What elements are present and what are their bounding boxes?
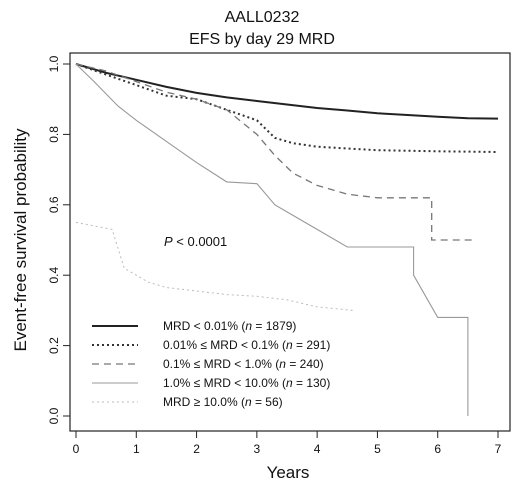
x-tick-label-2: 2 (193, 442, 200, 456)
plot-frame (69, 52, 511, 432)
x-tick-label-4: 4 (314, 442, 321, 456)
y-axis-ticks: 0.0 0.2 0.4 0.6 0.8 1.0 (47, 55, 70, 424)
x-axis-ticks: 0 1 2 3 4 5 6 7 (73, 431, 502, 456)
legend-label-1: 0.01% ≤ MRD < 0.1% (n = 291) (163, 338, 330, 352)
series-line-0 (75, 63, 499, 120)
series-line-2 (75, 63, 474, 241)
legend-label-0: MRD < 0.01% (n = 1879) (163, 319, 296, 333)
x-tick-label-1: 1 (133, 442, 140, 456)
x-axis-label: Years (267, 463, 310, 482)
series-line-1 (75, 63, 499, 153)
y-tick-label-3: 0.6 (47, 196, 61, 213)
chart-subtitle: EFS by day 29 MRD (189, 31, 335, 48)
x-tick-label-3: 3 (254, 442, 261, 456)
legend-label-4: MRD ≥ 10.0% (n = 56) (163, 395, 283, 409)
series-lines (75, 63, 499, 416)
x-tick-label-5: 5 (374, 442, 381, 456)
p-value-prefix: P (164, 234, 173, 249)
x-tick-label-6: 6 (434, 442, 441, 456)
chart-title: AALL0232 (225, 9, 300, 26)
x-tick-label-0: 0 (73, 442, 80, 456)
y-tick-label-5: 1.0 (47, 55, 61, 72)
y-tick-label-4: 0.8 (47, 126, 61, 143)
p-value-text: < 0.0001 (173, 234, 228, 249)
y-tick-label-0: 0.0 (47, 407, 61, 424)
series-line-4 (75, 221, 354, 311)
series-line-3 (75, 63, 469, 416)
p-value-annotation: P < 0.0001 (164, 234, 227, 249)
legend: MRD < 0.01% (n = 1879) 0.01% ≤ MRD < 0.1%… (92, 319, 330, 409)
legend-label-2: 0.1% ≤ MRD < 1.0% (n = 240) (163, 357, 324, 371)
x-tick-label-7: 7 (495, 442, 502, 456)
y-tick-label-1: 0.2 (47, 337, 61, 354)
legend-label-3: 1.0% ≤ MRD < 10.0% (n = 130) (163, 376, 330, 390)
y-tick-label-2: 0.4 (47, 267, 61, 284)
y-axis-label: Event-free survival probability (11, 128, 30, 351)
